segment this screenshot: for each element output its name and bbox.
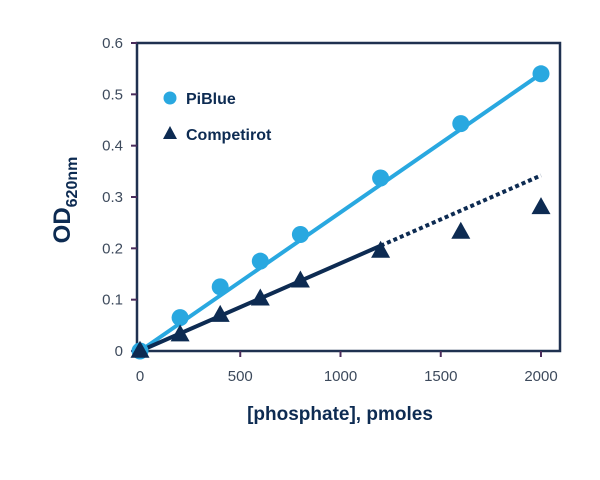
legend-label-competirot: Competirot <box>186 127 272 144</box>
data-point-triangle-icon <box>170 324 190 342</box>
svg-text:OD620nm: OD620nm <box>49 157 81 244</box>
legend-triangle-icon <box>163 126 177 139</box>
data-point-circle-icon <box>171 309 189 327</box>
fit-line-piblue <box>138 71 543 353</box>
x-tick-label: 2000 <box>524 368 557 385</box>
data-point-triangle-icon <box>130 340 150 358</box>
plot-border <box>135 41 562 353</box>
y-axis-title: OD620nm <box>49 157 81 244</box>
legend-label-piblue: PiBlue <box>186 91 236 108</box>
y-tick-label: 0.3 <box>102 189 123 206</box>
data-point-triangle-icon <box>451 221 471 239</box>
data-point-triangle-icon <box>290 270 310 288</box>
y-axis-title-main: OD <box>49 207 76 243</box>
x-tick-label: 500 <box>228 368 253 385</box>
data-point-circle-icon <box>372 169 390 187</box>
y-tick-label: 0.6 <box>102 35 123 52</box>
y-tick-label: 0.5 <box>102 86 123 103</box>
y-tick-label: 0 <box>115 343 123 360</box>
extrapolation-line-competirot <box>379 173 542 248</box>
data-markers <box>130 65 551 360</box>
y-tick-label: 0.2 <box>102 240 123 257</box>
x-axis-ticks: 0 500 1000 1500 2000 <box>136 351 558 385</box>
y-tick-label: 0.1 <box>102 292 123 309</box>
data-point-circle-icon <box>211 278 229 296</box>
data-point-triangle-icon <box>371 240 391 258</box>
data-point-circle-icon <box>452 115 470 133</box>
x-tick-label: 1000 <box>324 368 357 385</box>
data-point-triangle-icon <box>250 288 270 306</box>
data-point-triangle-icon <box>531 197 551 215</box>
data-point-circle-icon <box>291 225 309 243</box>
y-axis-ticks: 0 0.1 0.2 0.3 0.4 0.5 0.6 <box>102 35 137 360</box>
legend: PiBlue Competirot <box>163 91 272 144</box>
y-tick-label: 0.4 <box>102 138 123 155</box>
fit-lines <box>138 71 543 353</box>
y-axis-title-subscript: 620nm <box>64 157 81 208</box>
x-axis-title: [phosphate], pmoles <box>247 404 433 425</box>
data-point-circle-icon <box>251 252 269 270</box>
data-point-triangle-icon <box>210 304 230 322</box>
data-point-circle-icon <box>532 65 550 83</box>
x-tick-label: 1500 <box>424 368 457 385</box>
legend-circle-icon <box>163 91 177 105</box>
plot-frame <box>135 41 562 353</box>
x-tick-label: 0 <box>136 368 144 385</box>
